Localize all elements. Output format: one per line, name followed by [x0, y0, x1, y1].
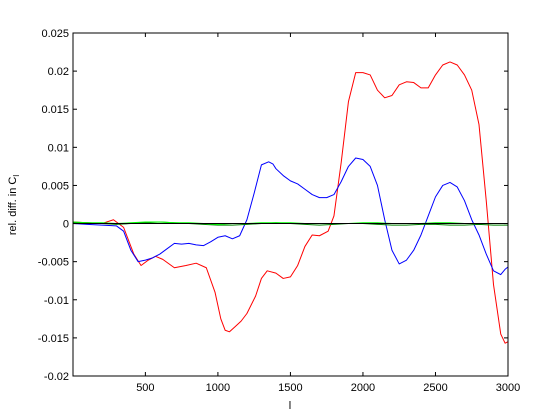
y-axis-label-subscript: l [12, 175, 21, 177]
plot-area [73, 33, 508, 376]
y-axis-label-main: rel. diff. in C [7, 177, 19, 236]
y-tick-label: 0 [63, 219, 69, 231]
series-line-4 [72, 221, 508, 225]
y-tick-label: 0.015 [41, 104, 69, 116]
x-tick-label: 1500 [278, 382, 302, 394]
y-tick-label: 0.02 [48, 66, 69, 78]
x-tick-label: 1000 [206, 382, 230, 394]
x-tick-label: 2500 [423, 382, 447, 394]
x-axis-label: l [289, 400, 291, 412]
y-tick-label: 0.025 [41, 28, 69, 40]
y-tick-label: -0.015 [38, 333, 69, 345]
y-tick-label: -0.005 [38, 257, 69, 269]
y-tick-label: 0.01 [48, 142, 69, 154]
y-axis-ticks: -0.02 -0.015 -0.01 -0.005 0 0.005 0.01 0.015 0.0… [38, 28, 508, 383]
x-tick-label: 3000 [496, 382, 520, 394]
y-tick-label: -0.02 [44, 371, 69, 383]
y-tick-label: -0.01 [44, 295, 69, 307]
x-tick-label: 2000 [351, 382, 375, 394]
y-tick-label: 0.005 [41, 180, 69, 192]
series-line-1 [72, 61, 509, 344]
x-axis-ticks: 500 1000 1500 2000 2500 3000 [136, 33, 520, 394]
series-line-2 [72, 157, 509, 276]
series-layer [72, 61, 509, 344]
y-axis-label: rel. diff. in Cl [7, 175, 21, 236]
x-tick-label: 500 [136, 382, 154, 394]
